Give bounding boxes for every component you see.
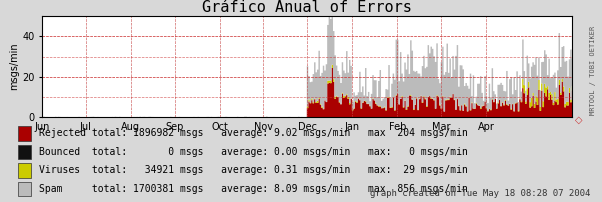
Text: ◇: ◇ bbox=[575, 115, 582, 125]
Text: Spam     total: 1700381 msgs   average: 8.09 msgs/min   max  856 msgs/min: Spam total: 1700381 msgs average: 8.09 m… bbox=[39, 184, 468, 194]
Title: Gráfico Anual of Errors: Gráfico Anual of Errors bbox=[202, 0, 412, 15]
FancyBboxPatch shape bbox=[18, 163, 31, 178]
Y-axis label: msgs/min: msgs/min bbox=[10, 43, 19, 90]
Text: Bounced  total:       0 msgs   average: 0.00 msgs/min   max:   0 msgs/min: Bounced total: 0 msgs average: 0.00 msgs… bbox=[39, 147, 468, 157]
Text: Viruses  total:   34921 msgs   average: 0.31 msgs/min   max:  29 msgs/min: Viruses total: 34921 msgs average: 0.31 … bbox=[39, 165, 468, 176]
FancyBboxPatch shape bbox=[18, 126, 31, 141]
FancyBboxPatch shape bbox=[18, 145, 31, 159]
Text: Rejected total: 1896982 msgs   average: 9.02 msgs/min   max  204 msgs/min: Rejected total: 1896982 msgs average: 9.… bbox=[39, 128, 468, 138]
Text: MRTOOL / TOBI OETIKER: MRTOOL / TOBI OETIKER bbox=[590, 26, 596, 115]
FancyBboxPatch shape bbox=[18, 182, 31, 196]
Text: graph created on Tue May 18 08:28 07 2004: graph created on Tue May 18 08:28 07 200… bbox=[370, 189, 590, 198]
